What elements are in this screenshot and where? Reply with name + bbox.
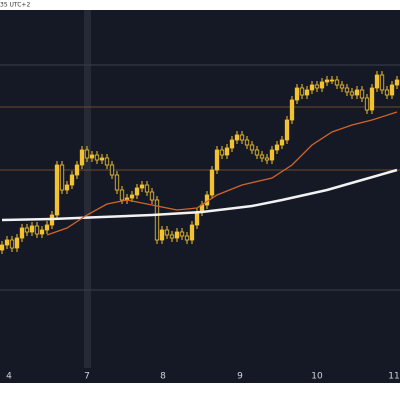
- candle-body: [214, 149, 220, 171]
- candle-body: [394, 79, 400, 86]
- candle-body: [374, 74, 380, 89]
- candle-body: [69, 174, 75, 186]
- candle-body: [89, 154, 95, 159]
- x-tick-label: 11: [388, 372, 399, 382]
- candle-body: [19, 227, 25, 239]
- crosshair-band: [84, 10, 91, 368]
- candle-body: [14, 237, 20, 249]
- candle-body: [229, 139, 235, 149]
- candle-body: [349, 91, 355, 96]
- candle-body: [209, 169, 215, 196]
- candle-body: [364, 97, 370, 111]
- x-tick-label: 10: [311, 372, 323, 382]
- candle-body: [264, 157, 270, 161]
- candle-body: [339, 84, 345, 89]
- x-tick-label: 8: [160, 372, 166, 382]
- candle-body: [129, 194, 135, 199]
- plot-background: [0, 10, 400, 383]
- candle-body: [0, 244, 5, 251]
- candle-body: [34, 225, 40, 235]
- candle-body: [259, 154, 265, 159]
- candle-body: [134, 187, 140, 196]
- candle-body: [39, 229, 45, 235]
- candle-body: [139, 184, 145, 189]
- moving-average-line: [1, 168, 398, 222]
- candle-body: [324, 79, 330, 83]
- candle-body: [309, 84, 315, 91]
- candle-body: [169, 234, 175, 239]
- header-text: 35 UTC+2: [0, 2, 30, 9]
- candle-body: [224, 147, 230, 156]
- candle-body: [294, 87, 300, 101]
- candle-body: [179, 231, 185, 237]
- candle-body: [99, 157, 105, 161]
- candle-body: [334, 79, 340, 86]
- x-tick-label: 7: [84, 372, 90, 382]
- candle-body: [159, 229, 165, 241]
- candle-body: [64, 184, 70, 191]
- candle-body: [329, 79, 335, 82]
- candle-body: [304, 89, 310, 96]
- candle-body: [9, 239, 15, 249]
- candle-body: [279, 139, 285, 146]
- candle-body: [154, 199, 160, 241]
- candle-body: [359, 89, 365, 99]
- candle-body: [249, 144, 255, 151]
- candle-body: [24, 227, 30, 233]
- candle-body: [109, 164, 115, 176]
- x-tick-label: 9: [237, 372, 243, 382]
- candle-body: [164, 229, 170, 236]
- candle-body: [289, 99, 295, 121]
- candle-body: [184, 235, 190, 241]
- candle-body: [269, 149, 275, 161]
- candle-body: [384, 89, 390, 96]
- candle-body: [369, 87, 375, 111]
- x-tick-label: 4: [6, 372, 12, 382]
- candle-body: [79, 149, 85, 166]
- candle-body: [319, 81, 325, 89]
- candle-body: [284, 119, 290, 141]
- candle-body: [219, 149, 225, 156]
- candle-body: [389, 84, 395, 96]
- candle-body: [29, 225, 35, 233]
- candle-body: [239, 134, 245, 141]
- candle-body: [254, 149, 260, 156]
- candle-body: [44, 224, 50, 231]
- candle-body: [74, 164, 80, 176]
- candle-body: [299, 87, 305, 96]
- candle-body: [344, 87, 350, 93]
- candle-body: [84, 149, 90, 159]
- candle-body: [54, 164, 60, 216]
- candle-body: [94, 154, 100, 161]
- candle-body: [114, 174, 120, 191]
- candle-body: [104, 157, 110, 166]
- candle-body: [189, 224, 195, 241]
- candle-body: [379, 74, 385, 91]
- candle-body: [174, 231, 180, 239]
- candle-body: [119, 189, 125, 201]
- candle-body: [4, 239, 10, 246]
- moving-average-line: [46, 111, 398, 236]
- candle-body: [244, 139, 250, 146]
- candle-body: [194, 211, 200, 226]
- candle-body: [144, 184, 150, 193]
- candle-body: [354, 89, 360, 96]
- candle-body: [274, 144, 280, 151]
- candle-body: [314, 84, 320, 89]
- candle-body: [234, 134, 240, 141]
- candle-body: [59, 164, 65, 191]
- candle-body: [149, 191, 155, 201]
